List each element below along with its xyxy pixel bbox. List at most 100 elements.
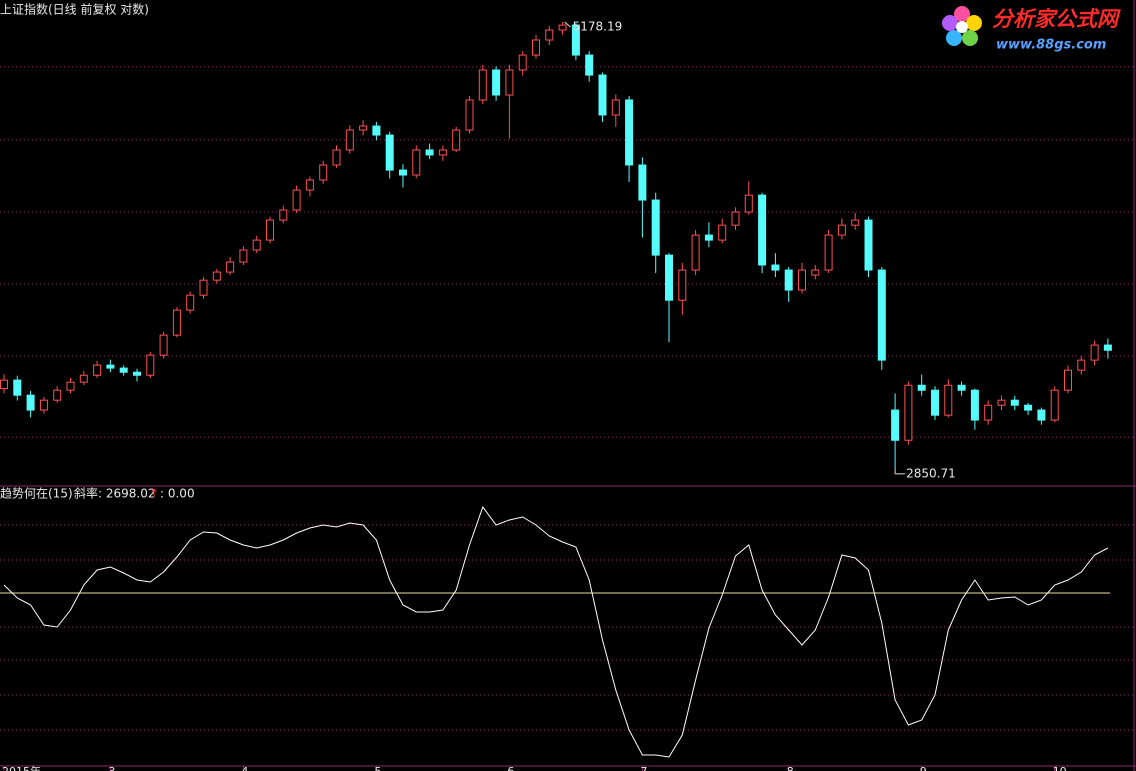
candle-body (305, 179, 314, 191)
candle-body (385, 134, 394, 171)
x-tick-label: 2015年 (2, 764, 41, 771)
x-tick-label: 10 (1053, 765, 1067, 771)
candle-body (518, 54, 527, 71)
candle-body (970, 389, 979, 421)
candle-body (492, 69, 501, 96)
candle-body (571, 24, 580, 56)
candle-body (79, 374, 88, 383)
candle-body (811, 269, 820, 276)
candle-body (292, 189, 301, 211)
candle-body (585, 54, 594, 76)
candle-body (1077, 359, 1086, 371)
candle-body (1090, 344, 1099, 361)
candle-body (66, 381, 75, 391)
candle-body (731, 211, 740, 226)
candle-body (877, 269, 886, 361)
candle-body (837, 224, 846, 236)
candle-body (704, 234, 713, 241)
low-label: 2850.71 (906, 466, 956, 480)
logo-url: www.88gs.com (996, 38, 1106, 53)
candle-body (505, 69, 514, 96)
x-tick-label: 9 (920, 765, 927, 771)
candle-body (824, 234, 833, 271)
indicator-name: 趋势何在(15) (0, 487, 73, 501)
candle-body (212, 271, 221, 281)
x-tick-label: 3 (108, 765, 115, 771)
candle-body (744, 194, 753, 213)
candle-body (691, 234, 700, 271)
indicator-slope: 斜率: 2698.02 (74, 486, 155, 501)
chart-title: 上证指数(日线 前复权 对数) (0, 2, 149, 17)
x-tick-label: 4 (241, 765, 248, 771)
candle-body (917, 384, 926, 391)
candle-body (133, 371, 141, 376)
candle-body (452, 129, 461, 151)
candle-body (39, 399, 48, 411)
candle-body (784, 269, 793, 291)
logo-title: 分析家公式网 (992, 7, 1121, 31)
indicator-zero-label: : 0.00 (160, 487, 195, 501)
x-tick-label: 8 (787, 765, 794, 771)
candle-body (665, 254, 673, 301)
candle-body (146, 354, 155, 376)
high-label: 5178.19 (573, 20, 623, 34)
candle-body (625, 99, 634, 166)
candle-body (545, 29, 554, 41)
candle-body (319, 164, 328, 181)
candle-body (758, 194, 767, 266)
candle-body (332, 149, 341, 166)
candle-body (798, 269, 806, 291)
candle-body (93, 364, 102, 376)
candle-body (279, 209, 288, 221)
candle-body (438, 149, 447, 156)
candle-body (159, 334, 168, 356)
candle-body (106, 364, 115, 369)
candle-body (532, 39, 540, 56)
candle-body (199, 279, 208, 296)
candle-body (239, 249, 248, 263)
candle-body (226, 261, 235, 273)
x-tick-label: 7 (640, 765, 647, 771)
candle-body (1050, 389, 1059, 421)
candle-body (372, 125, 381, 136)
candle-body (1010, 399, 1019, 406)
candle-body (1064, 369, 1072, 391)
candle-body (1103, 344, 1112, 351)
candle-body (345, 129, 354, 151)
candle-body (399, 169, 407, 176)
logo: 分析家公式网 www.88gs.com (942, 6, 1121, 53)
candle-body (904, 384, 913, 441)
candle-body (13, 379, 22, 396)
candle-body (425, 149, 434, 156)
candle-body (465, 99, 474, 131)
candle-body (931, 389, 939, 416)
candle-body (266, 219, 274, 241)
candle-body (718, 224, 727, 241)
candle-body (598, 74, 607, 116)
plot: 5178.19 2850.71 2015年 3 4 5 6 7 8 9 10 (0, 20, 1134, 771)
candle-body (997, 399, 1006, 406)
candle-body (611, 99, 620, 116)
candle-body (26, 394, 35, 411)
candle-body (638, 164, 647, 201)
logo-flower (942, 6, 982, 46)
indicator-arrow: ↑ (149, 487, 159, 501)
candle-body (678, 269, 687, 301)
candle-body (412, 149, 421, 176)
candle-body (1037, 409, 1046, 421)
candle-body (558, 24, 567, 31)
candle-body (944, 384, 953, 416)
candle-body (359, 125, 368, 131)
indicator-line (3, 505, 1109, 758)
x-tick-label: 6 (507, 765, 514, 771)
candle-body (1024, 404, 1033, 411)
candle-body (864, 219, 873, 271)
x-tick-label: 5 (374, 765, 381, 771)
candle-body (984, 404, 993, 421)
candle-body (651, 199, 660, 256)
candle-body (186, 294, 195, 311)
candle-body (957, 384, 966, 391)
candle-body (478, 69, 487, 101)
candle-body (891, 409, 900, 441)
